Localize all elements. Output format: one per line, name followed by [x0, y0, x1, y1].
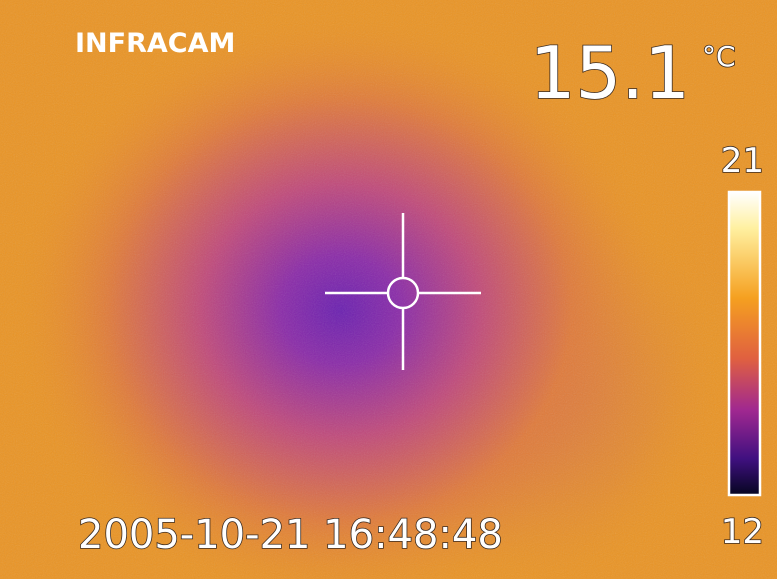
timestamp: 2005-10-21 16:48:48: [78, 512, 503, 558]
scale-min: 12: [721, 512, 764, 552]
scale-max: 21: [721, 141, 764, 181]
color-scale: [729, 192, 760, 495]
temperature: 15.1: [530, 31, 690, 115]
thermal-view: INFRACAM 15.1 °C 21 12 2005-10-21 16:48:…: [0, 0, 777, 579]
brand: INFRACAM: [75, 28, 235, 59]
unit: °C: [702, 40, 736, 73]
